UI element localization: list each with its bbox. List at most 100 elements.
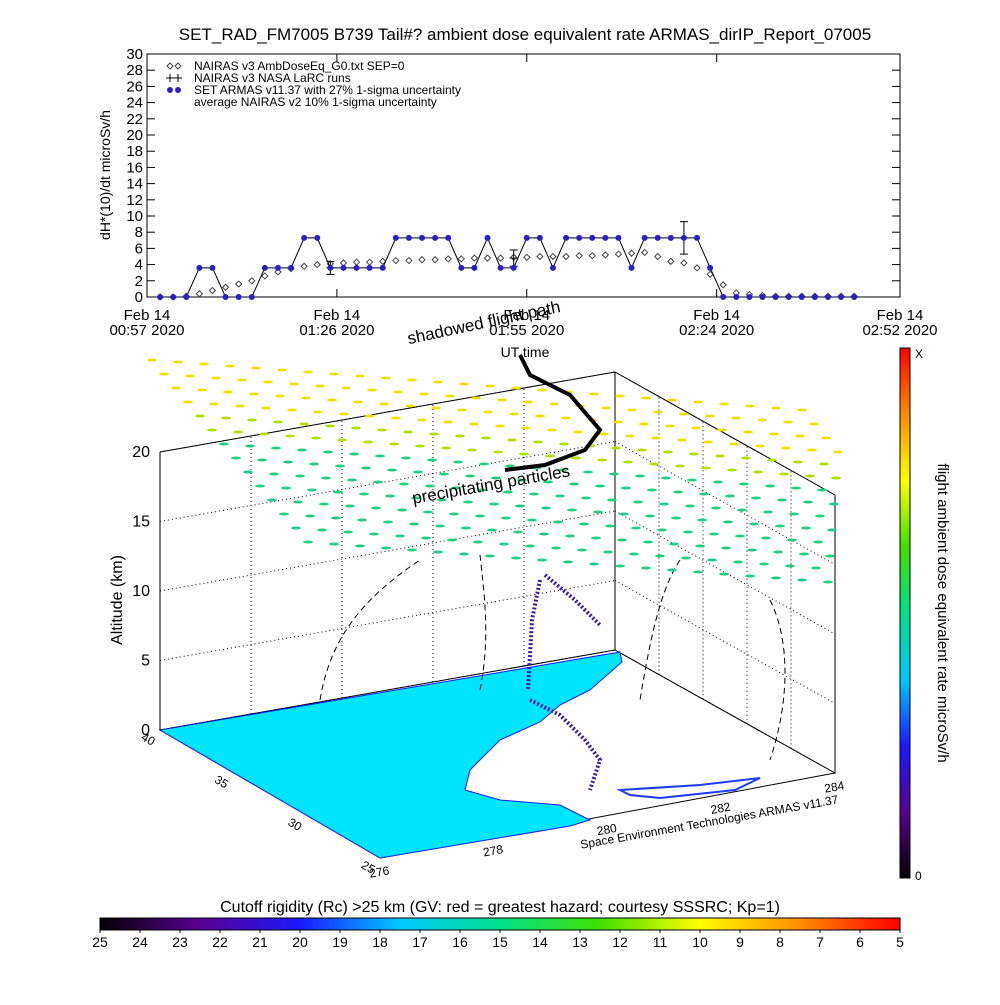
particle-mark: [703, 440, 713, 444]
grid-line-3d: [614, 510, 836, 635]
particle-mark: [425, 484, 435, 488]
point: [562, 252, 570, 261]
particle-mark: [573, 430, 583, 434]
particle-mark: [809, 422, 819, 426]
particle-mark: [479, 462, 489, 466]
particle-mark: [657, 528, 667, 532]
particle-mark: [685, 504, 695, 508]
coastline: [616, 777, 761, 800]
point: [288, 264, 295, 271]
z-tick-label: 5: [141, 653, 150, 670]
point: [667, 234, 674, 241]
point: [523, 253, 531, 262]
particle-mark: [397, 508, 407, 512]
x-axis-label: UT time: [501, 344, 550, 360]
particle-mark: [355, 374, 365, 378]
particle-mark: [275, 394, 285, 398]
particle-mark: [683, 530, 693, 534]
particle-mark: [783, 420, 793, 424]
point: [851, 294, 858, 300]
particle-mark: [427, 458, 437, 462]
particle-mark: [785, 564, 795, 568]
particle-mark: [405, 404, 415, 408]
particle-mark: [739, 482, 749, 486]
particle-mark: [551, 546, 561, 550]
particle-mark: [771, 406, 781, 410]
particle-mark: [693, 570, 703, 574]
grid-line-3d: [159, 371, 616, 453]
particle-mark: [655, 554, 665, 558]
particle-mark: [457, 408, 467, 412]
particle-mark: [727, 468, 737, 472]
particle-mark: [589, 562, 599, 566]
legend-label: average NAIRAS v2 10% 1-sigma uncertaint…: [194, 95, 437, 109]
z-tick-label: 0: [141, 722, 150, 739]
particle-mark: [485, 384, 495, 388]
particle-mark: [653, 410, 663, 414]
particle-mark: [635, 474, 645, 478]
point: [457, 255, 466, 263]
point: [693, 264, 701, 272]
y-tick-label: 18: [126, 143, 143, 160]
particle-mark: [509, 412, 519, 416]
box-edge: [614, 371, 836, 496]
point: [746, 294, 753, 300]
particle-mark: [749, 522, 759, 526]
particle-mark: [537, 388, 547, 392]
particle-mark: [745, 574, 755, 578]
y-tick-label: 20: [126, 127, 143, 144]
colorbar-tick-label: 20: [292, 934, 308, 950]
colorbar-tick-label: 24: [132, 934, 148, 950]
particle-mark: [351, 426, 361, 430]
colorbar-tick-label: 16: [452, 934, 468, 950]
particle-mark: [501, 516, 511, 520]
particle-mark: [679, 412, 689, 416]
particle-mark: [469, 422, 479, 426]
particle-mark: [361, 466, 371, 470]
point: [602, 234, 609, 241]
particle-mark: [647, 488, 657, 492]
point: [563, 234, 570, 241]
particle-mark: [401, 456, 411, 460]
particle-mark: [525, 544, 535, 548]
particle-mark: [383, 520, 393, 524]
particle-mark: [799, 552, 809, 556]
particle-mark: [641, 396, 651, 400]
point: [496, 254, 505, 262]
particle-mark: [327, 398, 337, 402]
legend-marker: [166, 74, 182, 82]
y-tick-label: 14: [126, 176, 143, 193]
particle-mark: [521, 426, 531, 430]
particle-mark: [615, 564, 625, 568]
particle-mark: [291, 526, 301, 530]
particle-mark: [715, 454, 725, 458]
point: [470, 254, 479, 262]
particle-mark: [423, 510, 433, 514]
particle-mark: [419, 392, 429, 396]
particle-mark: [807, 448, 817, 452]
z-axis-label: Altitude (km): [109, 555, 126, 645]
particle-mark: [311, 436, 321, 440]
point: [628, 264, 635, 271]
point: [798, 294, 805, 300]
particle-mark: [369, 532, 379, 536]
particle-mark: [535, 414, 545, 418]
particle-mark: [571, 456, 581, 460]
particle-mark: [377, 428, 387, 432]
point: [444, 255, 452, 263]
point: [640, 248, 649, 257]
particle-mark: [737, 508, 747, 512]
particle-mark: [641, 566, 651, 570]
colorbar-end-label: X: [915, 347, 923, 361]
particle-mark: [329, 542, 339, 546]
colorbar-tick-label: 12: [612, 934, 628, 950]
particle-mark: [577, 548, 587, 552]
particle-mark: [315, 384, 325, 388]
point: [432, 234, 439, 241]
particle-mark: [733, 560, 743, 564]
point: [195, 290, 204, 298]
particle-mark: [561, 416, 571, 420]
particle-mark: [225, 364, 235, 368]
particle-mark: [355, 544, 365, 548]
particle-mark: [409, 522, 419, 526]
